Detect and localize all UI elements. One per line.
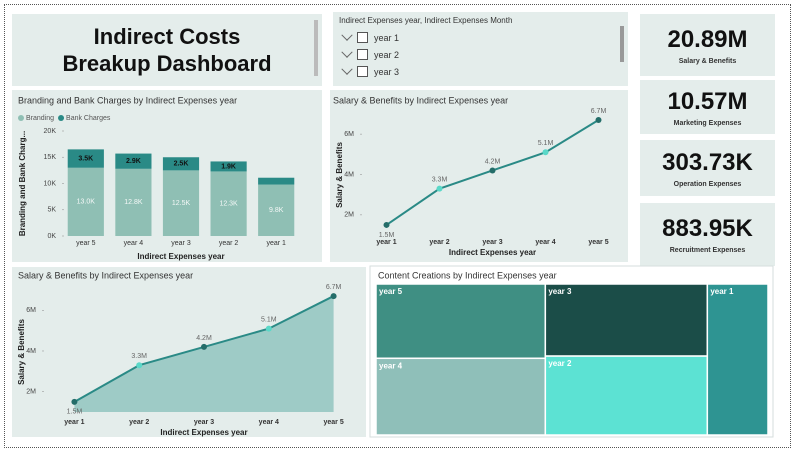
scrollbar [314,20,318,76]
slicer-item-label: year 3 [374,66,400,77]
page-border [4,4,791,448]
slicer: Indirect Expenses year, Indirect Expense… [333,12,628,86]
kpi-label: Salary & Benefits [678,57,737,65]
kpi-card: 20.89M Salary & Benefits [640,14,775,76]
kpi-value: 10.57M [667,87,748,115]
kpi-label: Marketing Expenses [673,119,742,127]
slicer-item-label: year 2 [374,49,400,60]
kpi-value: 20.89M [667,25,748,53]
scrollbar [620,26,624,62]
slicer-item[interactable]: year 3 [339,63,622,80]
kpi-label: Operation Expenses [673,180,742,188]
kpi-card: 883.95K Recruitment Expenses [640,203,775,266]
slicer-item[interactable]: year 1 [339,29,622,46]
slicer-item[interactable]: year 2 [339,46,622,63]
kpi-value: 883.95K [662,215,753,242]
kpi-card: 303.73K Operation Expenses [640,140,775,196]
dashboard-title: Indirect Costs Breakup Dashboard [12,14,322,86]
kpi-value: 303.73K [662,148,753,176]
slicer-header: Indirect Expenses year, Indirect Expense… [339,16,513,25]
kpi-label: Recruitment Expenses [669,247,746,254]
kpi-card: 10.57M Marketing Expenses [640,80,775,134]
slicer-item-label: year 1 [374,32,400,43]
